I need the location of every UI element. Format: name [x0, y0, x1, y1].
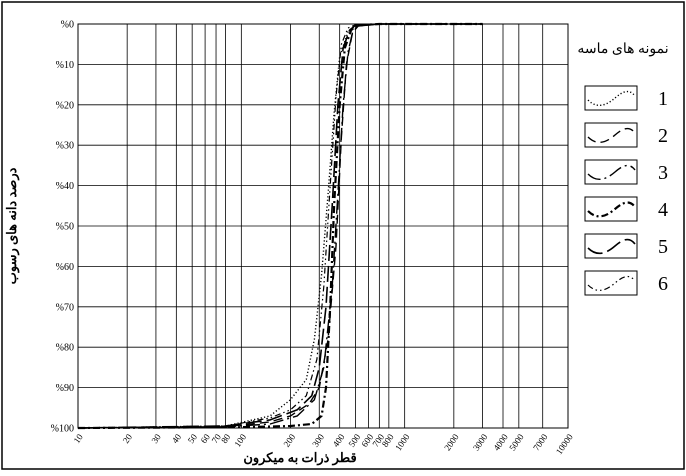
legend-label: 6 [658, 273, 668, 295]
legend: 1 2 3 4 5 6 [584, 85, 668, 296]
legend-swatch-box [584, 196, 638, 222]
y-tick-label: %50 [56, 222, 74, 233]
y-tick-label: %70 [56, 302, 74, 313]
y-axis-title: درصد دانه های رسوب [4, 167, 20, 284]
legend-swatch-box [584, 159, 638, 185]
y-tick-label: %20 [56, 100, 74, 111]
legend-title: نمونه های ماسه [577, 42, 668, 57]
series-1-line [77, 23, 483, 429]
plot-border [77, 23, 569, 429]
legend-label: 2 [658, 125, 668, 147]
legend-swatch-box [584, 270, 638, 296]
y-tick-label: %90 [56, 383, 74, 394]
legend-swatch-line [587, 238, 636, 255]
legend-swatch-line [587, 275, 636, 291]
legend-swatch-box [584, 122, 638, 148]
legend-label: 5 [658, 236, 668, 258]
y-tick-labels: %0 %10 %20 %30 %40 %50 %60 %70 %80 %90 %100 [51, 20, 74, 435]
legend-swatch-box [584, 85, 638, 111]
y-tick-label: %0 [61, 20, 74, 31]
y-tick-label: %10 [56, 60, 74, 71]
legend-swatch-line [587, 201, 636, 218]
y-tick-label: %40 [56, 181, 74, 192]
y-tick-label: %60 [56, 262, 74, 273]
legend-swatch-line [587, 127, 636, 144]
legend-swatch-box [584, 233, 638, 259]
legend-label: 3 [658, 162, 668, 184]
y-tick-label: %30 [56, 141, 74, 152]
legend-label: 4 [658, 199, 668, 221]
y-tick-label: %80 [56, 343, 74, 354]
x-axis-title: قطر ذرات به میکرون [243, 450, 356, 466]
y-tick-label: %100 [51, 424, 74, 435]
legend-label: 1 [658, 88, 668, 110]
legend-swatch-line [587, 164, 636, 181]
